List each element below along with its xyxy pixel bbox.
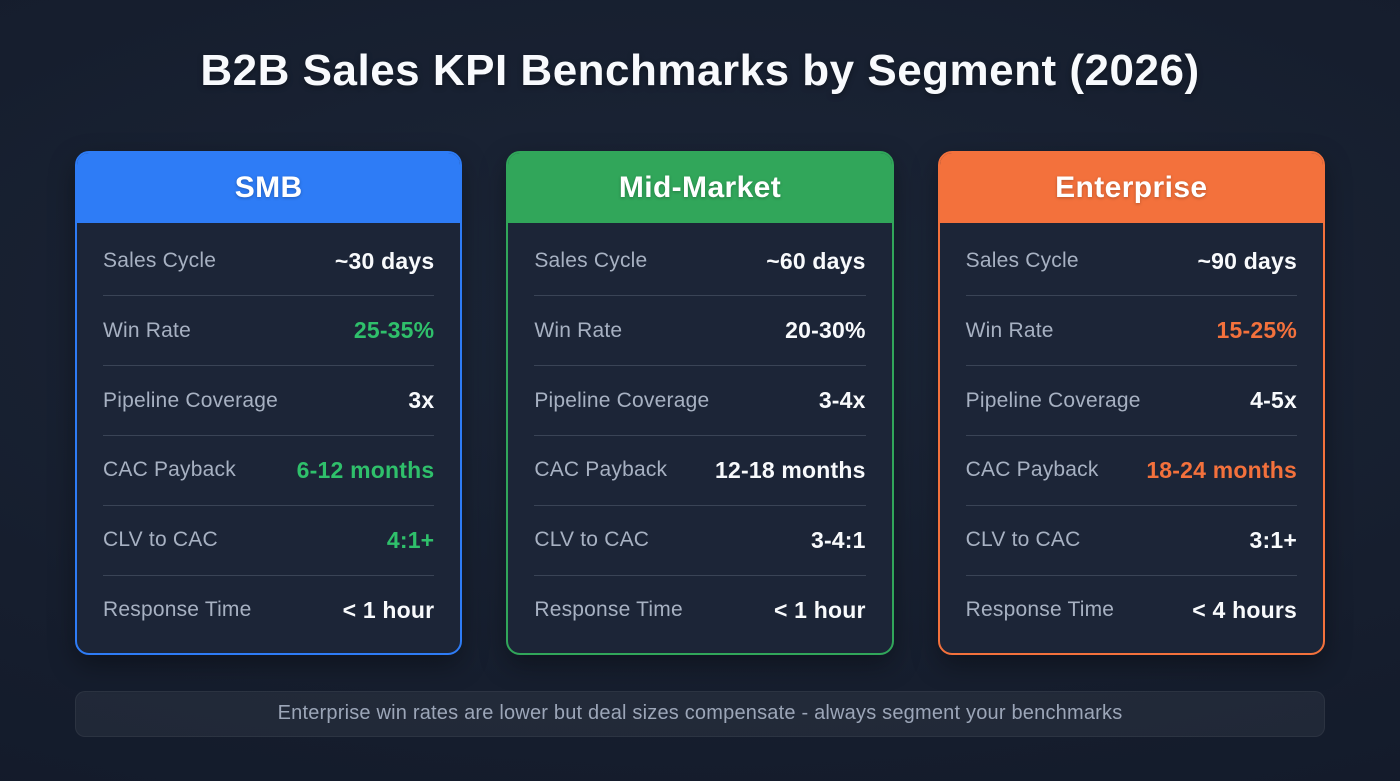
kpi-value: 18-24 months (1146, 456, 1297, 483)
kpi-label: Pipeline Coverage (965, 388, 1141, 412)
kpi-row: CLV to CAC 3-4:1 (534, 506, 866, 576)
kpi-row: Win Rate 15-25% (965, 296, 1297, 367)
kpi-label: Sales Cycle (103, 249, 217, 272)
kpi-label: CAC Payback (103, 458, 236, 482)
kpi-value: 3x (408, 387, 435, 414)
kpi-value: ~30 days (334, 247, 435, 274)
kpi-card-mid-market: Mid-Market Sales Cycle ~60 days Win Rate… (506, 150, 894, 655)
footnote-banner: Enterprise win rates are lower but deal … (75, 690, 1325, 737)
card-header-mid-market: Mid-Market (508, 152, 892, 223)
kpi-label: Win Rate (103, 318, 191, 342)
kpi-value: 3-4:1 (810, 526, 866, 553)
kpi-value: 3:1+ (1249, 526, 1297, 553)
kpi-row: Win Rate 20-30% (534, 296, 866, 367)
kpi-row: Sales Cycle ~60 days (534, 227, 866, 297)
kpi-value: < 4 hours (1192, 596, 1297, 623)
card-body-mid-market: Sales Cycle ~60 days Win Rate 20-30% Pip… (508, 223, 891, 653)
kpi-value: ~60 days (766, 247, 866, 274)
card-body-enterprise: Sales Cycle ~90 days Win Rate 15-25% Pip… (940, 223, 1323, 653)
kpi-label: CAC Payback (965, 458, 1099, 482)
card-header-enterprise: Enterprise (939, 152, 1323, 223)
kpi-value: < 1 hour (773, 596, 866, 623)
kpi-row: Win Rate 25-35% (103, 296, 435, 367)
kpi-row: Pipeline Coverage 3x (103, 366, 435, 437)
kpi-label: Pipeline Coverage (103, 388, 279, 412)
kpi-label: CLV to CAC (103, 528, 218, 552)
kpi-card-enterprise: Enterprise Sales Cycle ~90 days Win Rate… (937, 150, 1325, 655)
footnote-text: Enterprise win rates are lower but deal … (277, 702, 1123, 725)
kpi-row: Pipeline Coverage 3-4x (534, 366, 866, 437)
kpi-value: 20-30% (785, 317, 866, 344)
kpi-row: CAC Payback 12-18 months (534, 436, 866, 506)
kpi-card-smb: SMB Sales Cycle ~30 days Win Rate 25-35%… (75, 150, 463, 655)
kpi-row: Sales Cycle ~90 days (965, 227, 1297, 297)
card-body-smb: Sales Cycle ~30 days Win Rate 25-35% Pip… (77, 223, 460, 653)
kpi-label: Win Rate (534, 318, 623, 342)
kpi-value: 15-25% (1216, 317, 1297, 344)
card-header-smb: SMB (77, 152, 461, 223)
kpi-value: 6-12 months (296, 456, 435, 483)
kpi-value: < 1 hour (342, 596, 435, 623)
kpi-row: CLV to CAC 3:1+ (965, 506, 1297, 576)
kpi-value: 25-35% (353, 317, 435, 344)
kpi-row: Sales Cycle ~30 days (103, 227, 435, 297)
kpi-label: Sales Cycle (534, 249, 648, 272)
segment-title: SMB (234, 170, 303, 204)
kpi-label: CAC Payback (534, 458, 668, 482)
kpi-label: CLV to CAC (534, 528, 650, 552)
segment-title: Mid-Market (618, 170, 782, 204)
kpi-label: Response Time (534, 598, 683, 622)
kpi-row: Pipeline Coverage 4-5x (965, 366, 1297, 437)
kpi-row: Response Time < 1 hour (534, 576, 865, 645)
segment-title: Enterprise (1055, 170, 1208, 204)
kpi-row: Response Time < 4 hours (966, 576, 1297, 645)
kpi-value: 4:1+ (386, 526, 435, 553)
page-title: B2B Sales KPI Benchmarks by Segment (202… (200, 46, 1200, 95)
kpi-value: 3-4x (818, 387, 866, 414)
kpi-label: Response Time (103, 598, 252, 622)
kpi-value: ~90 days (1197, 247, 1297, 274)
segment-cards-row: SMB Sales Cycle ~30 days Win Rate 25-35%… (75, 150, 1325, 655)
kpi-row: CAC Payback 6-12 months (103, 436, 435, 506)
kpi-label: Win Rate (965, 318, 1054, 342)
kpi-row: CAC Payback 18-24 months (965, 436, 1297, 506)
kpi-value: 4-5x (1250, 387, 1297, 414)
kpi-label: Response Time (965, 598, 1115, 622)
kpi-label: CLV to CAC (965, 528, 1081, 552)
kpi-row: CLV to CAC 4:1+ (103, 506, 435, 576)
kpi-row: Response Time < 1 hour (103, 576, 434, 645)
kpi-value: 12-18 months (714, 456, 866, 483)
kpi-label: Sales Cycle (965, 249, 1079, 272)
kpi-label: Pipeline Coverage (534, 388, 710, 412)
